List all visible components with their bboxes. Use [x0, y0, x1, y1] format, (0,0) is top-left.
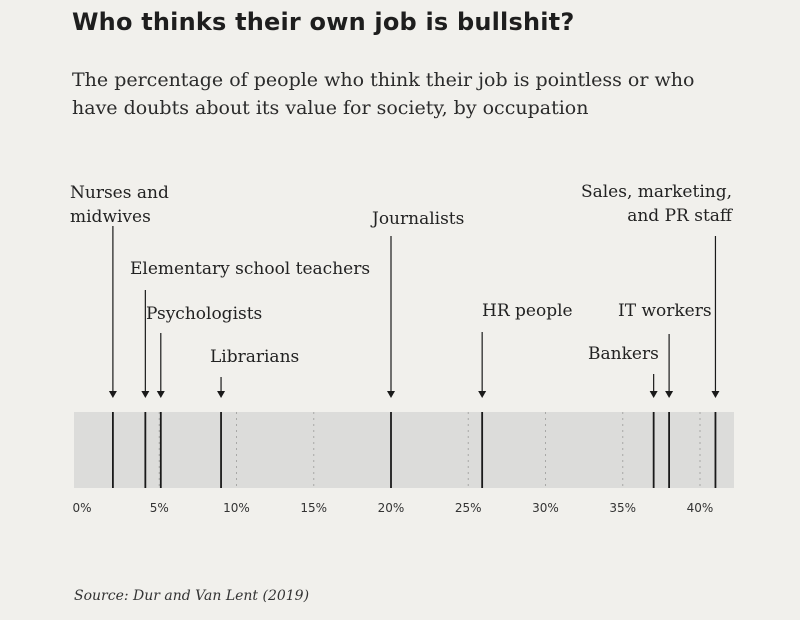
value-band: [74, 412, 734, 488]
tick-label: 40%: [687, 501, 714, 515]
occupation-label: Elementary school teachers: [130, 259, 370, 279]
pointer-arrowhead: [156, 391, 165, 398]
occupation-label: IT workers: [618, 301, 712, 321]
occupation-label: Sales, marketing, and PR staff: [581, 182, 734, 226]
tick-label: 35%: [609, 501, 636, 515]
pointer-arrowhead: [108, 391, 117, 398]
pointer-arrowhead: [649, 391, 658, 398]
tick-label: 25%: [455, 501, 482, 515]
pointer-arrowhead: [711, 391, 720, 398]
source-note: Source: Dur and Van Lent (2019): [74, 588, 310, 604]
tick-label: 30%: [532, 501, 559, 515]
pointer-arrowhead: [217, 391, 226, 398]
pointer-arrowhead: [478, 391, 487, 398]
chart-title: Who thinks their own job is bullshit?: [72, 8, 575, 36]
occupation-label: Psychologists: [146, 304, 262, 324]
occupation-label: Bankers: [588, 344, 659, 364]
occupation-label: Journalists: [370, 209, 464, 229]
occupation-label: Librarians: [210, 347, 299, 367]
pointer-arrowhead: [665, 391, 674, 398]
chart-subtitle: The percentage of people who think their…: [72, 69, 695, 119]
tick-label: 0%: [72, 501, 91, 515]
occupation-label: HR people: [482, 301, 573, 321]
tick-label: 5%: [150, 501, 169, 515]
occupation-label: Nurses and midwives: [70, 183, 169, 227]
pointer-arrowhead: [387, 391, 395, 398]
tick-label: 20%: [378, 501, 405, 515]
tick-label: 15%: [300, 501, 327, 515]
pointer-arrowhead: [141, 391, 150, 398]
tick-label: 10%: [223, 501, 250, 515]
